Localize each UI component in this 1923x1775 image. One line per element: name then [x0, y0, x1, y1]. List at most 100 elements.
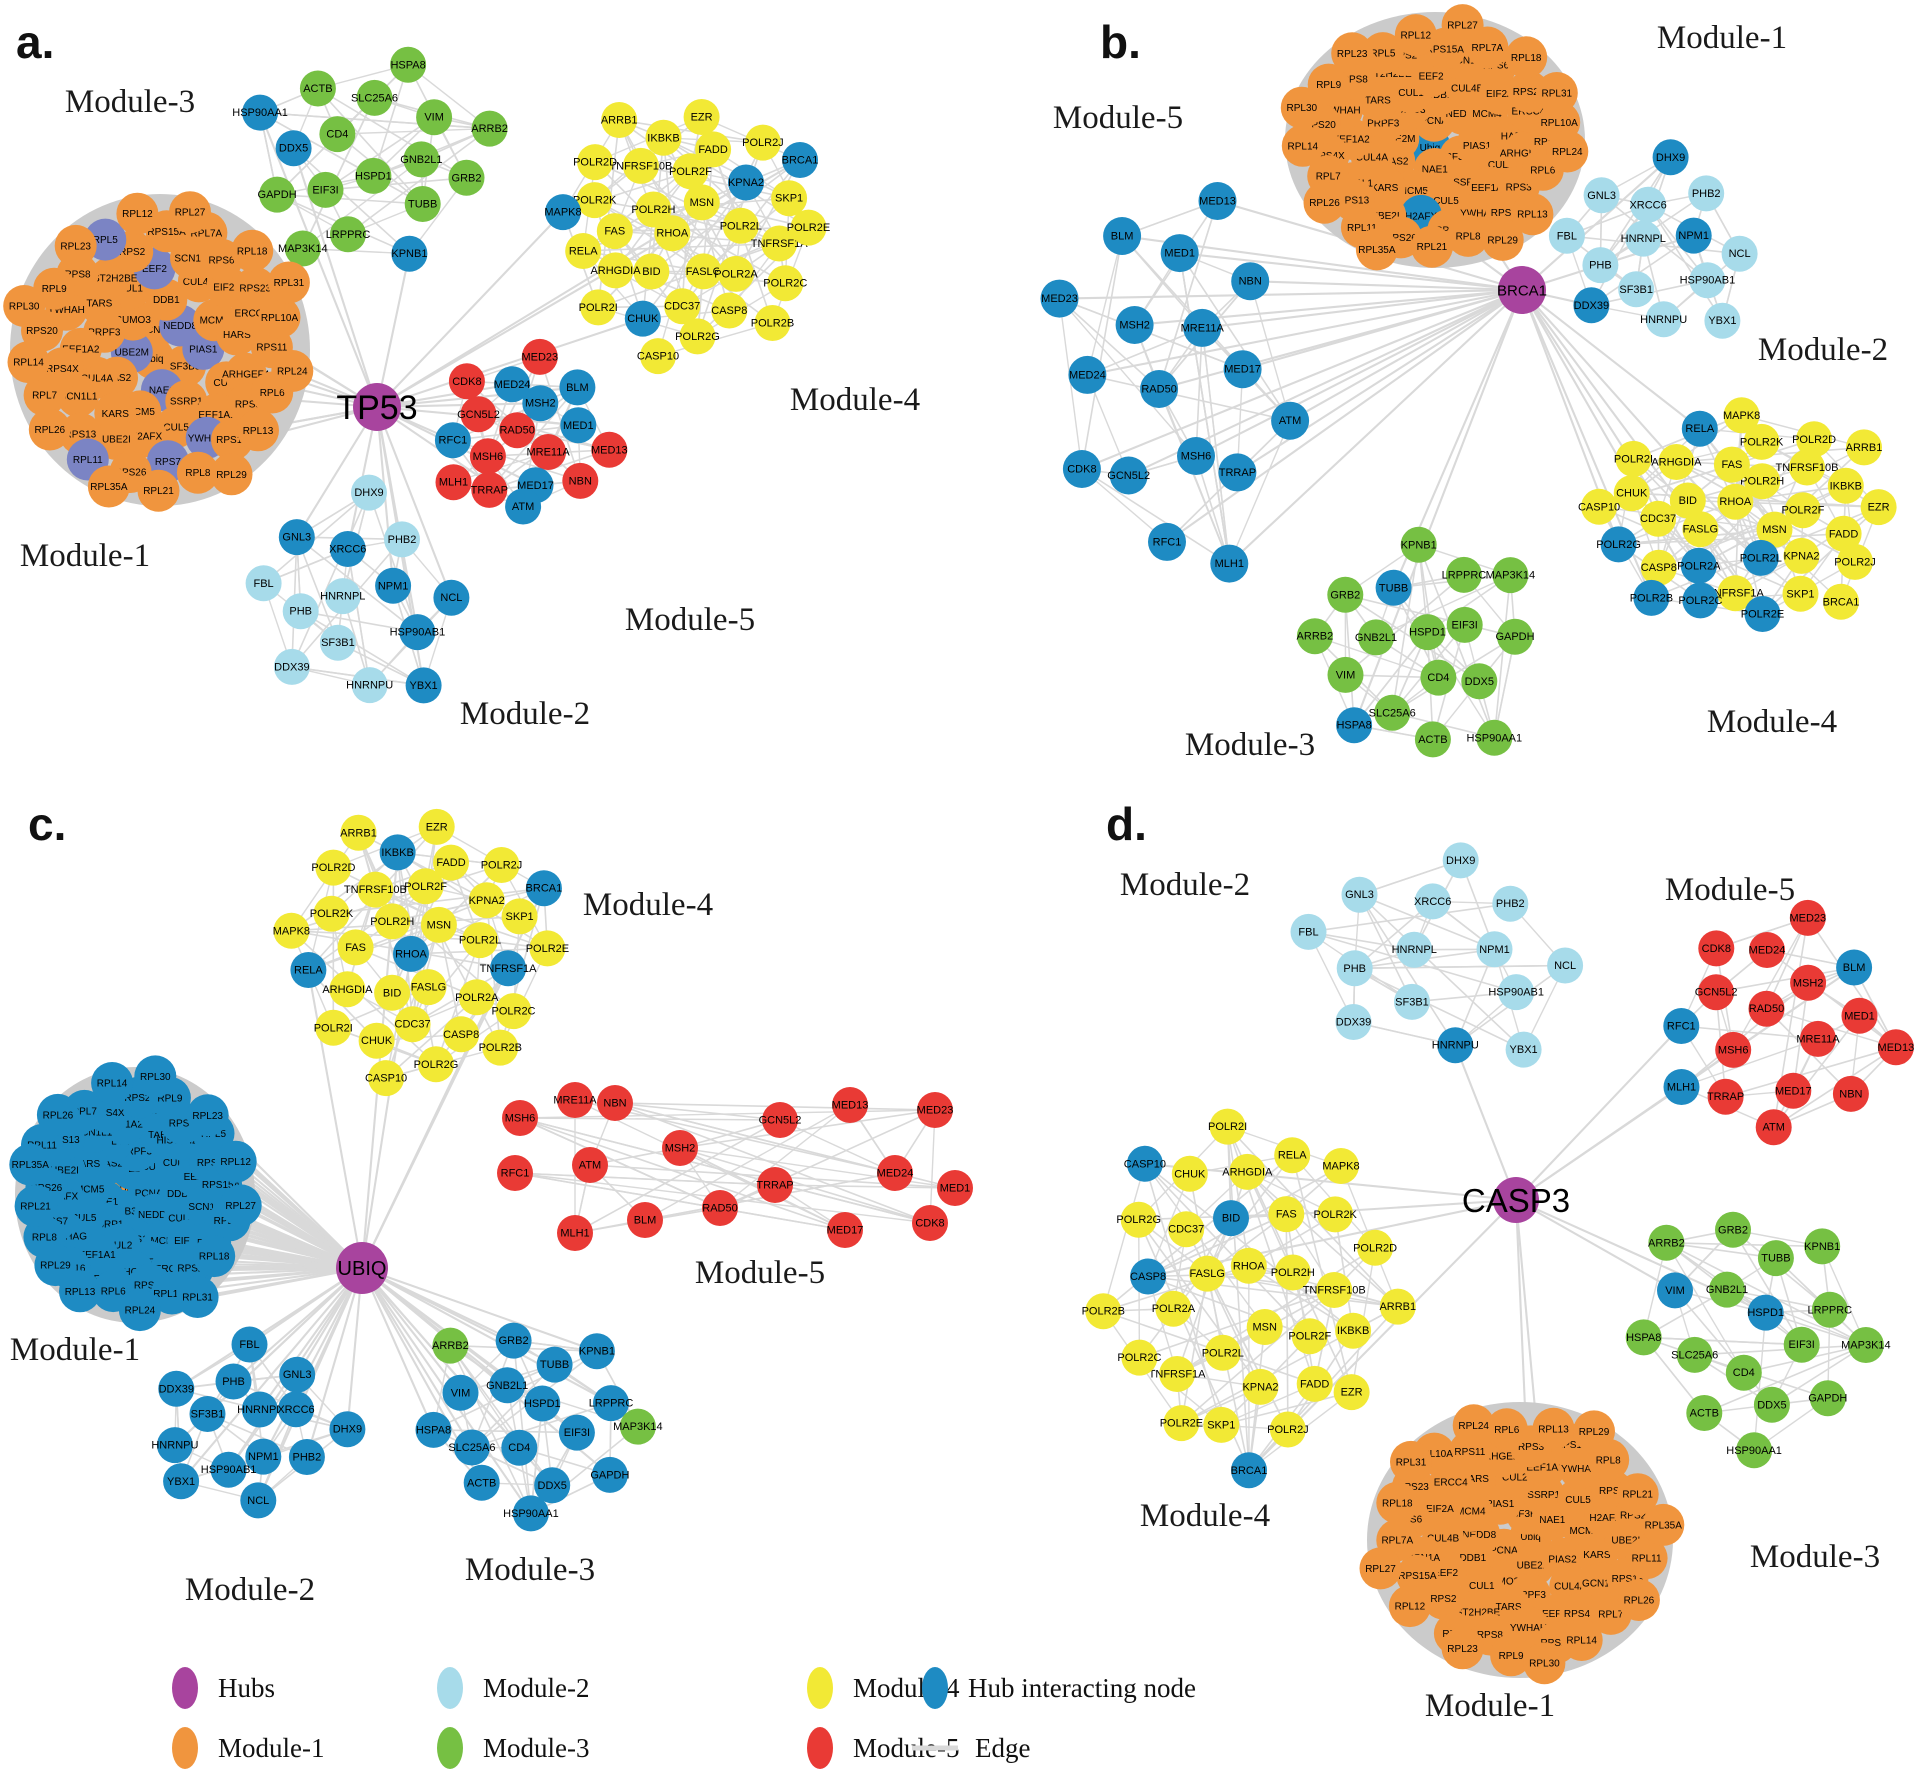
node-label: CHUK [627, 313, 659, 325]
edge [435, 939, 481, 1065]
node [1271, 401, 1310, 440]
node [1663, 1008, 1700, 1044]
node-label: TNFRSF1A [1149, 1369, 1207, 1381]
node [374, 903, 411, 940]
hub-label: CASP3 [1462, 1182, 1570, 1219]
node [329, 1411, 366, 1448]
panel-letter: d. [1106, 798, 1147, 850]
node-label: RPL26 [43, 1110, 74, 1121]
node [169, 191, 211, 234]
node-label: RPL8 [1596, 1455, 1621, 1466]
edge [1426, 631, 1495, 739]
node [186, 1094, 229, 1137]
node-label: POLR2D [311, 862, 355, 874]
node [534, 1467, 571, 1504]
node-label: SKP1 [775, 193, 803, 205]
node-label: HSP90AB1 [201, 1464, 257, 1476]
node-label: POLR2J [1834, 556, 1876, 568]
node-label: CHUK [361, 1035, 393, 1047]
node [596, 213, 633, 250]
node [557, 1082, 593, 1118]
edge [719, 1104, 851, 1209]
node [330, 216, 366, 253]
node-label: MCM5 [75, 1184, 105, 1195]
node-label: MAP3K14 [1486, 570, 1536, 582]
node [1657, 1272, 1693, 1309]
node-label: FASLG [1683, 524, 1718, 536]
node-label: ACTB [467, 1477, 496, 1489]
node-label: POLR2I [1614, 453, 1653, 465]
node-label: XRCC6 [329, 544, 366, 556]
node-label: PHB [289, 606, 312, 618]
node-label: RPS16 [1491, 208, 1523, 219]
node-label: TUBB [1761, 1253, 1790, 1265]
node-label: RPL10A [153, 1289, 191, 1300]
node-label: RPS23 [239, 283, 271, 294]
node-label: HSP90AB1 [1488, 987, 1544, 999]
node-label: TNFRSF1A [751, 238, 809, 250]
edge [449, 1345, 520, 1449]
node [1642, 1503, 1685, 1546]
node-label: RPL12 [122, 209, 153, 220]
node [1388, 1585, 1431, 1628]
node-label: RPL23 [1337, 49, 1368, 60]
node-label: SF3B1 [1619, 284, 1653, 296]
node-label: EZR [1341, 1387, 1363, 1399]
node-label: HARS [1461, 1474, 1489, 1485]
module-label: Module-2 [1758, 332, 1888, 368]
node [695, 131, 732, 168]
node-label: EEF1A2 [1332, 134, 1370, 145]
node-label: SSRP1 [1527, 1490, 1560, 1501]
node-label: MSH6 [473, 451, 504, 463]
node [337, 929, 374, 966]
hub-edge [361, 1267, 612, 1405]
node-label: VIM [1336, 669, 1356, 681]
node-label: POLR2L [1202, 1347, 1244, 1359]
node-label: SLC25A6 [351, 92, 398, 104]
node [577, 144, 614, 181]
node [1757, 1240, 1794, 1277]
node-label: MAP3K14 [278, 243, 328, 255]
node-label: ATM [512, 501, 534, 513]
node-label: RPL11 [27, 1141, 57, 1152]
edge [719, 1109, 936, 1209]
node-label: ARHGEF4 [1477, 1452, 1525, 1463]
node-label: RPL9 [1316, 80, 1341, 91]
node-label: MSH2 [525, 398, 556, 410]
node [497, 1155, 533, 1191]
node-label: HSPA8 [1626, 1332, 1661, 1344]
node-label: MED13 [832, 1100, 869, 1112]
node [559, 369, 596, 406]
edge [1144, 1163, 1311, 1337]
legend-swatch-m3 [437, 1727, 463, 1769]
node [1615, 440, 1652, 477]
node-label: RPL7 [1316, 172, 1341, 183]
node [1680, 547, 1717, 584]
node-label: YWHAG [1460, 208, 1498, 219]
node [7, 341, 50, 384]
node [512, 1495, 549, 1532]
node [501, 898, 538, 935]
node [1121, 1339, 1158, 1376]
node-label: RPL35A [1645, 1520, 1683, 1531]
node-label: GCN5L2 [457, 409, 500, 421]
node [1177, 437, 1215, 475]
edge [317, 87, 467, 179]
node [495, 1322, 532, 1359]
node [1836, 949, 1873, 986]
node-label: ATM [1762, 1122, 1784, 1134]
node [390, 46, 427, 83]
node [1296, 618, 1333, 655]
node [1783, 537, 1820, 574]
node [635, 191, 672, 228]
node-label: RPL14 [13, 358, 44, 369]
legend-label: Module-3 [483, 1733, 589, 1763]
node [1546, 130, 1589, 173]
node-label: GRB2 [452, 172, 482, 184]
node-label: LRPPRC [589, 1398, 634, 1410]
node-label: PHB2 [1692, 188, 1721, 200]
node [1877, 1029, 1914, 1066]
edge [325, 116, 435, 191]
hub-edge [1454, 1044, 1517, 1201]
node [1410, 225, 1453, 268]
